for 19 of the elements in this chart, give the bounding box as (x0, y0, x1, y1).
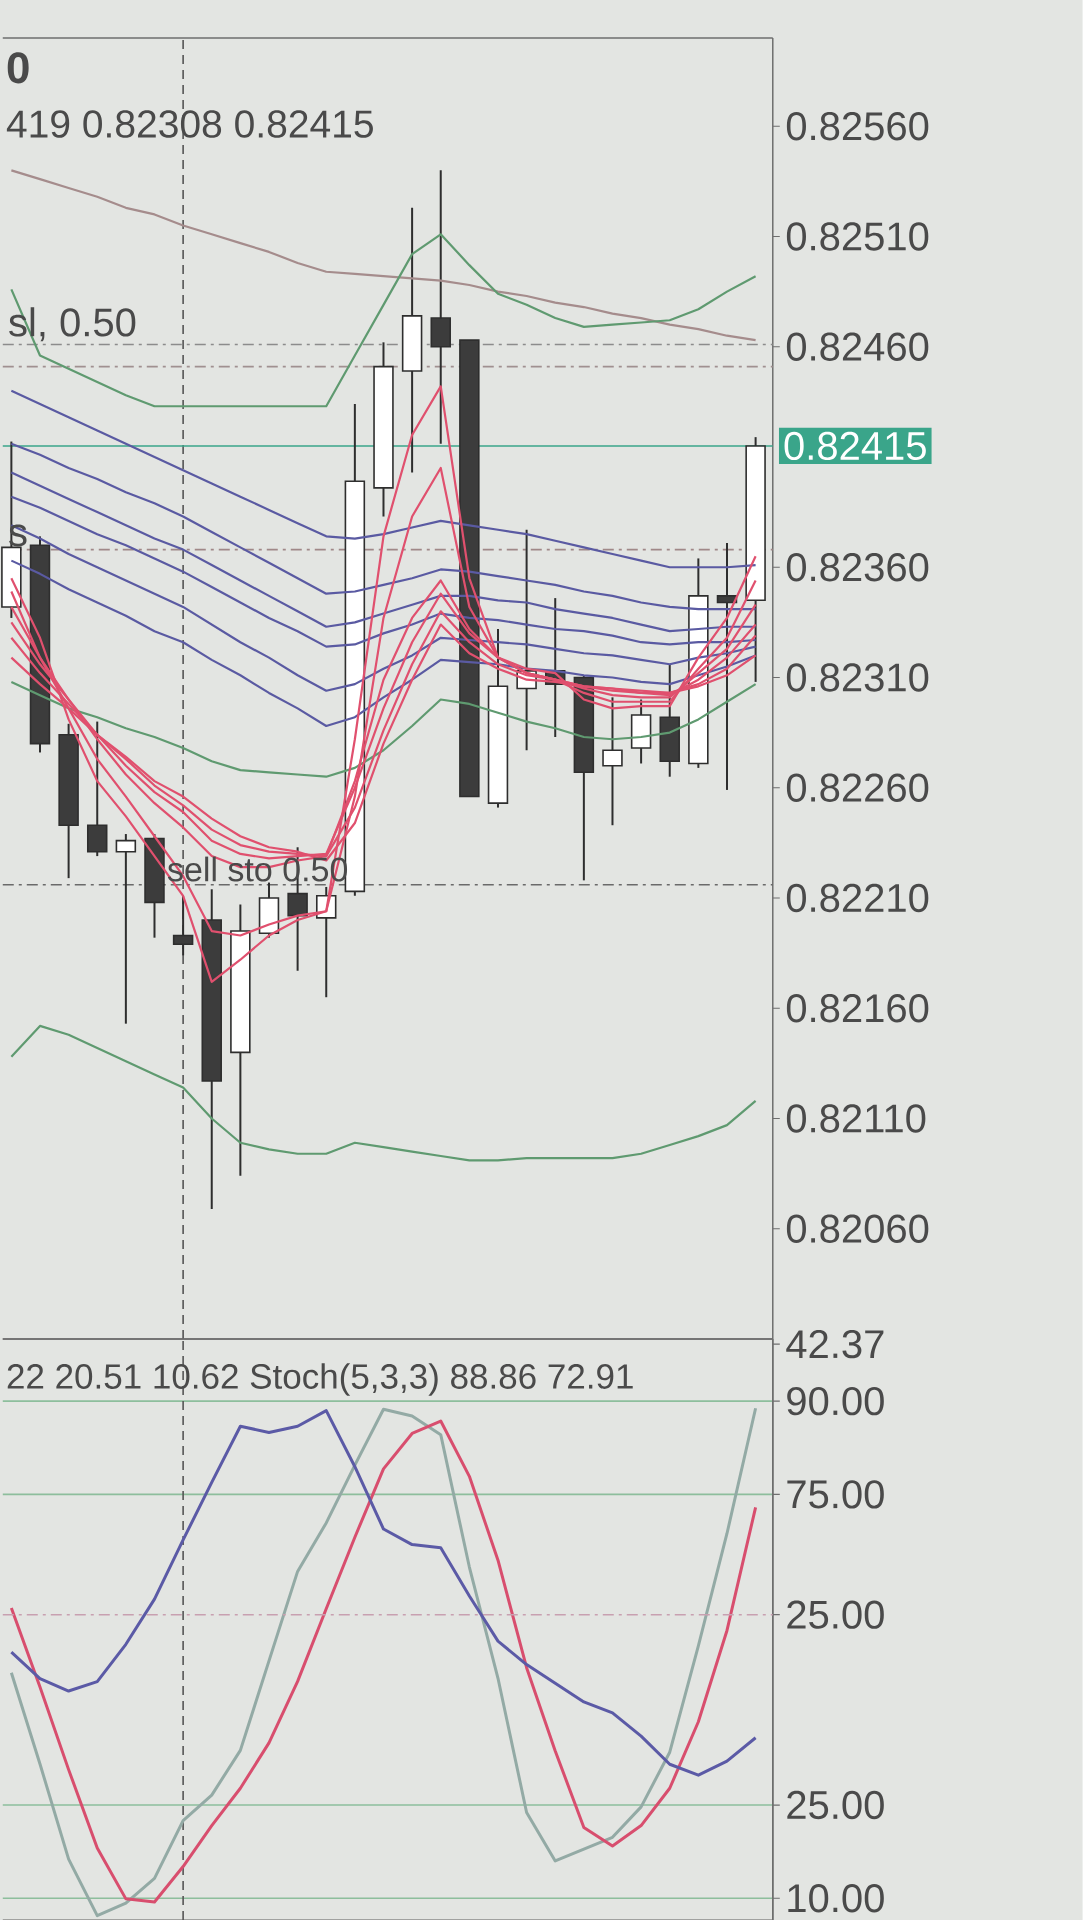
y-tick-label: 0.82510 (786, 222, 929, 251)
y-tick-label: 0.82360 (786, 553, 929, 582)
y-tick-label: 90.00 (787, 1386, 884, 1416)
y-tick-label: 0.82310 (786, 663, 929, 692)
y-tick-label: 75.00 (787, 1480, 884, 1509)
y2-tick-label: 42.37 (786, 1329, 884, 1359)
y-tick-label: 0.82110 (786, 1104, 926, 1133)
y-tick-label: 0.82160 (786, 994, 929, 1023)
y-tick-label: 0.82210 (786, 883, 929, 913)
y-tick-label: 25.00 (787, 1790, 884, 1820)
y-tick-label: 0.82560 (786, 112, 929, 141)
ref-line-label: 0.82415 (784, 431, 926, 461)
y-tick-label: 0.82060 (786, 1214, 929, 1243)
y-tick-label: 0.82460 (786, 332, 929, 361)
chart-title: 0 (7, 52, 29, 84)
text: 419 0.82308 0.82415 (6, 110, 374, 138)
y-tick-label: 0.82260 (786, 773, 929, 802)
text: 22 20.51 10.62 Stoch(5,3,3) 88.86 72.91 (7, 1363, 633, 1396)
y-tick-label: 10.00 (788, 1884, 884, 1913)
